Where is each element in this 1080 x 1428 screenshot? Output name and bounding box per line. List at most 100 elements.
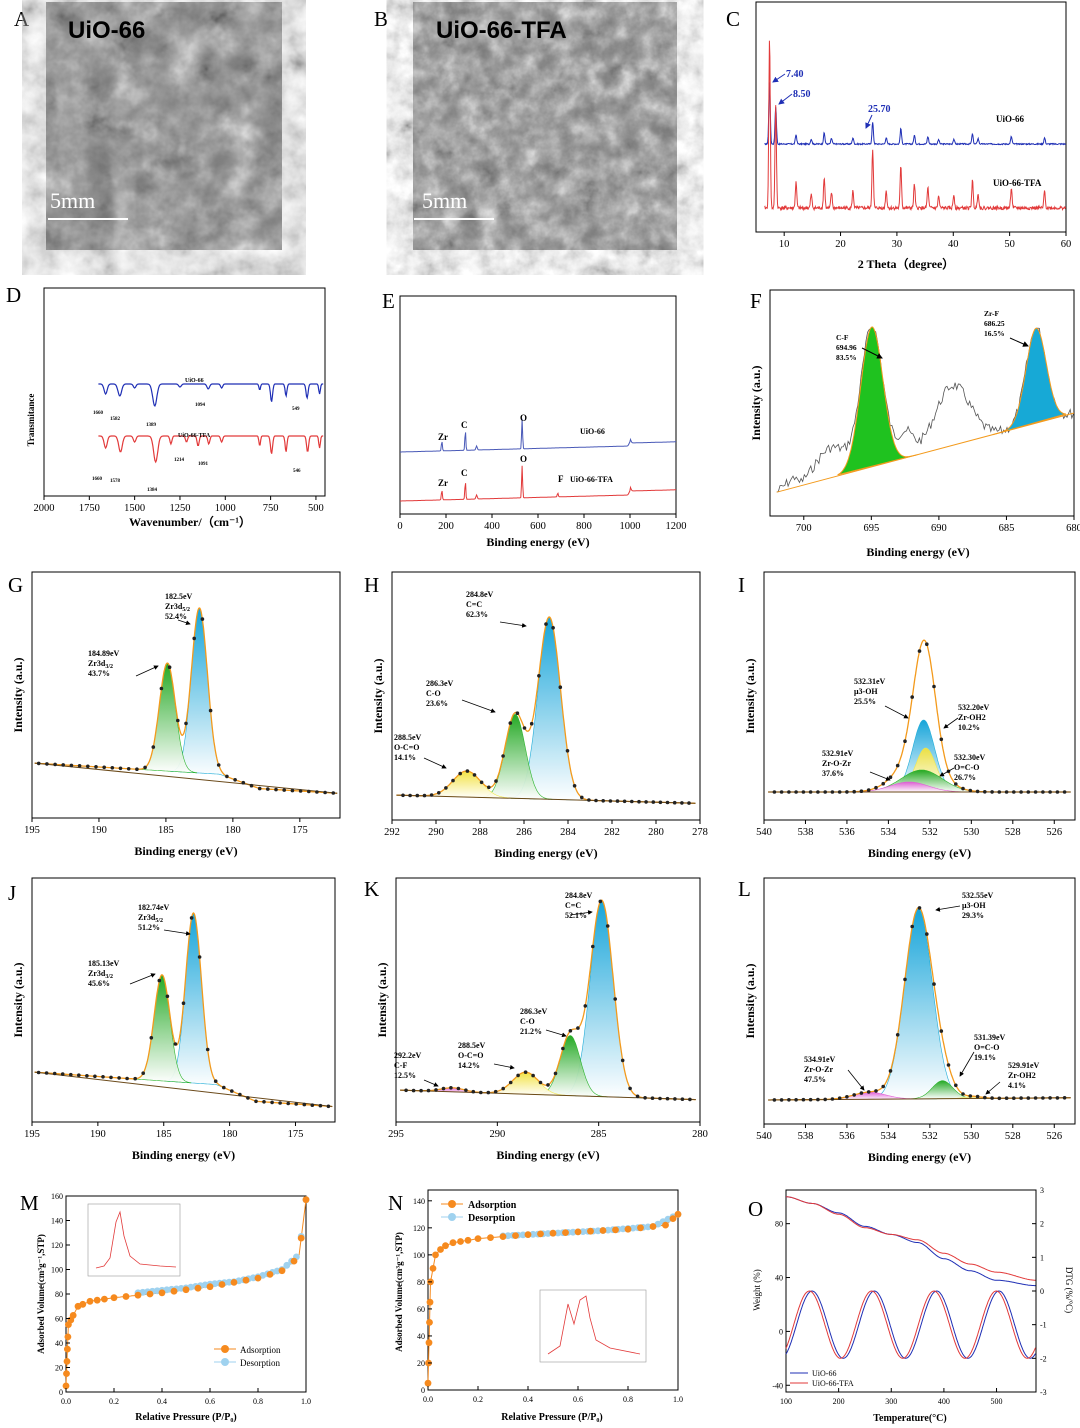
peak-name: C-O [426,689,441,698]
plot-frame [763,571,1076,821]
panel-k: K 284.8eVC=C52.1%286.3eVC-O21.2%288.5eVO-… [364,877,708,1162]
y-tick-label: 100 [413,1251,425,1260]
y-axis-title: Intensity (a.u.) [371,658,385,733]
panel-c: C 7.40 8.50 25.70 UiO-66 UiO-66-TFA 10 20… [726,1,1071,271]
data-point [808,790,813,794]
data-point [1033,790,1038,794]
y-tick-label: 40 [55,1339,63,1348]
x-tick-label: 526 [1046,827,1062,838]
sem-texture-a [46,2,282,250]
data-point [44,1071,49,1075]
plot-frame [31,571,341,819]
data-point [101,1075,105,1079]
annotation-arrow [177,619,191,626]
panel-i: I532.31eVμ3-OH25.5%532.20eVZr-OH210.2%53… [738,571,1076,860]
series-label: UiO-66-TFA [570,475,613,484]
y2-tick-label: -3 [1040,1388,1047,1397]
adsorption-point [63,1358,71,1365]
data-point [135,767,139,771]
adsorption-point [599,1227,607,1234]
data-point [241,780,246,785]
data-point [910,924,914,929]
panel-letter: K [364,877,379,901]
panel-letter: I [738,573,745,597]
panel-letter: B [374,7,388,31]
data-point [651,800,656,804]
adsorption-point [63,1370,70,1377]
y-tick-label: 160 [51,1192,63,1201]
element-label: F [558,474,564,484]
x-tick-label: 0.4 [523,1395,533,1404]
data-point [167,665,172,669]
data-point [983,790,987,794]
dtg-line-uio66 [785,1290,1036,1359]
data-point [537,674,541,678]
data-point [546,1083,550,1087]
adsorption-point [93,1296,101,1304]
data-point [274,787,278,792]
ftir-line-uio66-tfa [98,435,324,464]
data-point [903,739,907,743]
data-point [1019,790,1023,794]
baseline [34,1071,333,1108]
data-point [126,767,131,771]
desorption-point [619,1225,627,1233]
data-point [1041,790,1045,794]
peak-arrow [772,73,786,83]
data-point [925,932,929,936]
x-ticks: 10 20 30 40 50 60 [779,232,1071,250]
peak-ev: 529.91eV [1008,1061,1040,1070]
data-point [794,1098,798,1102]
plot-frame [395,877,701,1123]
data-point [225,774,229,779]
x-tick-label: 700 [796,523,812,534]
y-tick-label: 80 [417,1278,425,1287]
peak-name: Zr-F [984,309,1000,318]
data-point [415,793,420,798]
x-ticks: 700 695 690 685 680 [796,516,1080,534]
data-point [665,1096,670,1101]
data-point [233,778,237,782]
desorption-point [569,1228,577,1236]
panel-letter: L [738,877,751,901]
data-point [109,1075,113,1080]
x-ticks: 540 538 536 534 532 530 528 526 [756,1124,1062,1142]
peak-name: C-O [520,1017,535,1026]
data-point [591,944,595,949]
x-tick-label: 1.0 [673,1395,683,1404]
adsorption-point [457,1238,464,1245]
data-point [680,801,684,805]
x-axis-title: Relative Pressure (P/P₀) [501,1412,602,1423]
x-tick-label: 530 [963,827,979,838]
peak-name: Zr3d3/2 [88,969,113,980]
peak-ev: 284.8eV [565,891,593,900]
desorption-point [579,1228,587,1235]
data-point [1004,1096,1009,1100]
adsorption-point [194,1284,202,1292]
adsorption-point [426,1298,434,1306]
data-point [516,1073,520,1078]
adsorption-point [266,1271,274,1278]
data-point [494,779,498,783]
data-point [779,790,784,794]
peak-ev: 284.8eV [466,590,494,599]
mu3-oh-peak [867,908,970,1100]
adsorption-point [302,1196,310,1204]
element-label: Zr [438,432,448,442]
data-point [687,801,691,805]
plot-frame [755,1,1067,233]
panel-f: F C-F 694.96 83.5% Zr-F 686.25 16.5% Int… [749,289,1080,559]
data-point [197,955,202,959]
data-point [472,773,477,777]
y2-axis-title: DTG (%/°C) [1064,1267,1074,1313]
data-point [794,790,798,794]
data-point [672,800,677,805]
data-point [434,1088,438,1092]
data-point [874,785,878,790]
data-point [60,1072,65,1076]
annotation-arrow [869,771,891,781]
